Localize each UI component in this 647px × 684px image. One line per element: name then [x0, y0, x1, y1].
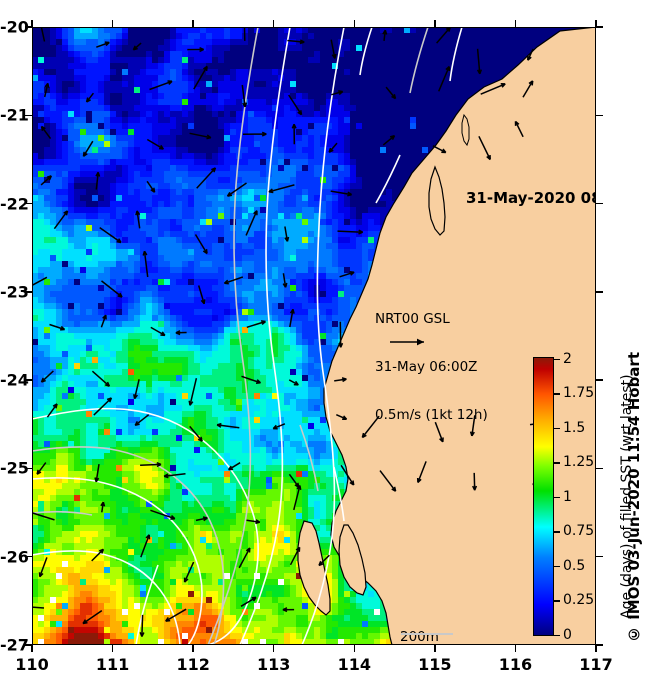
colorbar-tick-label: 1.5 — [563, 419, 586, 436]
colorbar-tick — [554, 634, 560, 636]
y-tick-right — [596, 291, 603, 293]
x-tick-bottom — [192, 645, 194, 652]
depth-contour-rule — [401, 633, 453, 635]
observation-time-label: 31-May-2020 08Z — [466, 189, 596, 207]
y-tick-left — [25, 291, 32, 293]
colorbar-tick — [554, 427, 560, 429]
colorbar-tick-label: 1.75 — [563, 385, 595, 401]
y-tick-label: -27 — [0, 635, 29, 655]
colorbar-tick-label: 1.25 — [563, 454, 595, 470]
x-tick-label: 115 — [418, 655, 452, 674]
colorbar-tick — [554, 358, 560, 360]
current-scale-label: 0.5m/s (1kt 12h) — [375, 407, 488, 423]
current-time-label: 31-May 06:00Z — [375, 359, 478, 375]
coastline-peninsula-west — [297, 520, 331, 616]
colorbar-tick-label: 0 — [563, 626, 572, 643]
y-tick-left — [25, 379, 32, 381]
y-tick-right — [596, 644, 603, 646]
colorbar-tick-label: 1 — [563, 488, 572, 505]
x-tick-top — [353, 20, 356, 27]
colorbar-gradient — [533, 357, 554, 636]
colorbar-tick-label: 2 — [563, 350, 572, 367]
x-tick-top — [514, 20, 517, 27]
x-tick-label: 113 — [257, 655, 291, 674]
contour-1000m-lines — [32, 27, 429, 645]
x-tick-bottom — [111, 645, 114, 652]
map-plot-area: 31-May-2020 08Z NRT00 GSL 31-May 06:00Z … — [32, 27, 596, 645]
y-tick-left — [25, 26, 32, 28]
depth-200m-label: 200m — [400, 629, 439, 645]
y-tick-right — [596, 202, 603, 205]
current-product-label: NRT00 GSL — [375, 311, 450, 327]
y-tick-right — [596, 26, 603, 28]
x-tick-top — [31, 20, 33, 27]
x-tick-label: 112 — [176, 655, 210, 674]
x-tick-bottom — [31, 645, 33, 652]
coastline-peninsula-east — [338, 524, 367, 596]
y-tick-label: -24 — [0, 370, 29, 390]
colorbar-tick-label: 0.75 — [563, 523, 595, 539]
x-tick-top — [111, 20, 114, 27]
x-tick-bottom — [595, 645, 597, 652]
x-tick-bottom — [434, 645, 436, 652]
x-tick-label: 116 — [498, 655, 533, 674]
x-tick-label: 117 — [579, 655, 613, 674]
y-tick-left — [25, 555, 32, 558]
x-tick-top — [434, 20, 436, 27]
land-mask-overlay — [297, 27, 596, 645]
x-tick-label: 114 — [337, 655, 371, 674]
y-tick-label: -20 — [0, 17, 29, 37]
current-scale-arrow-icon — [390, 338, 424, 346]
y-tick-left — [25, 202, 32, 205]
colorbar-tick-label: 0.25 — [563, 592, 595, 608]
y-tick-label: -25 — [0, 458, 29, 478]
y-tick-right — [596, 555, 603, 558]
y-tick-left — [25, 644, 32, 646]
x-tick-top — [595, 20, 597, 27]
y-tick-left — [25, 467, 32, 470]
colorbar-tick-label: 0.5 — [563, 557, 586, 574]
x-tick-top — [272, 20, 275, 27]
x-tick-label: 111 — [95, 655, 130, 674]
colorbar-tick — [554, 531, 560, 533]
y-tick-label: -23 — [0, 282, 29, 302]
colorbar-tick — [554, 600, 560, 602]
colorbar-tick — [554, 496, 560, 498]
island-small-north — [461, 113, 470, 147]
colorbar-tick — [554, 393, 560, 395]
x-tick-bottom — [353, 645, 356, 652]
y-tick-left — [25, 114, 32, 117]
bathymetry-contour-overlay — [32, 27, 463, 645]
island-dirk-hartog — [428, 165, 446, 236]
y-tick-right — [596, 379, 603, 381]
colorbar-tick — [554, 565, 560, 567]
x-tick-top — [192, 20, 194, 27]
credit-label: © IMOS 03-Jun-2020 11:54 Hobart — [625, 352, 643, 643]
y-tick-label: -21 — [0, 105, 29, 125]
y-tick-label: -26 — [0, 547, 29, 567]
y-tick-right — [596, 114, 603, 117]
x-tick-label: 110 — [15, 655, 49, 674]
x-tick-bottom — [272, 645, 275, 652]
current-vector-overlay — [32, 27, 542, 637]
y-tick-label: -22 — [0, 194, 29, 214]
y-tick-right — [596, 467, 603, 470]
colorbar-tick — [554, 462, 560, 464]
x-tick-bottom — [514, 645, 517, 652]
